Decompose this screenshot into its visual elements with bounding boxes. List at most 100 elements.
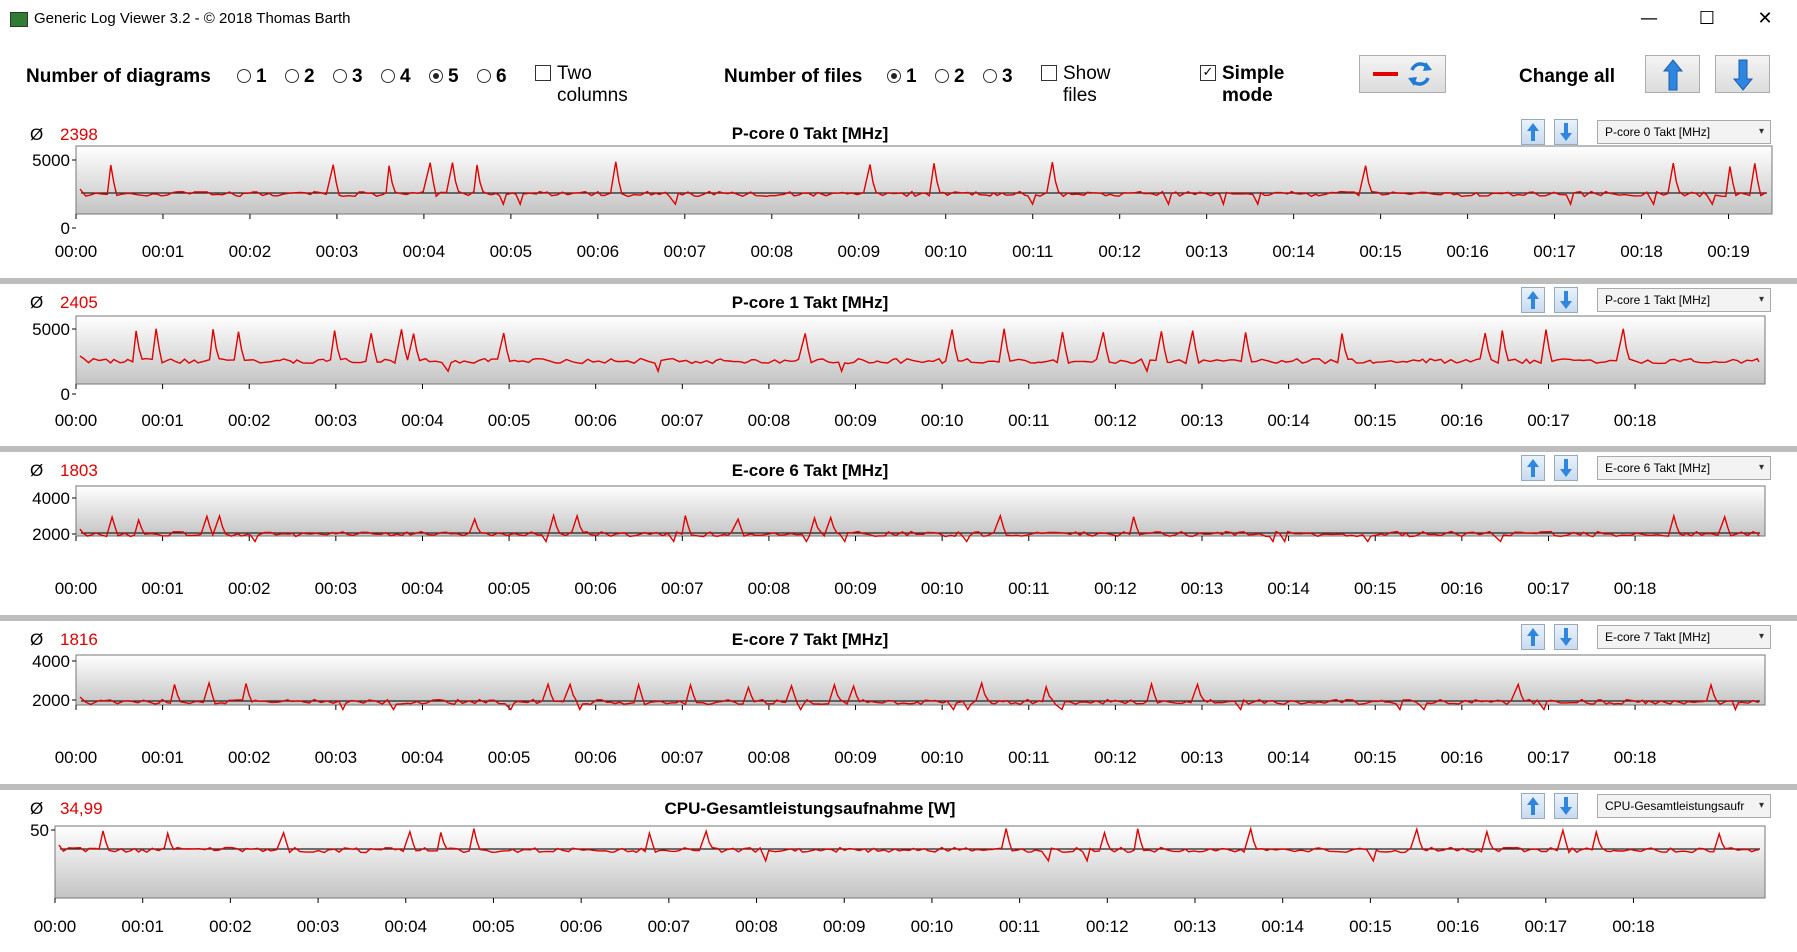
y-tick-label: 50 [30,821,49,840]
x-tick-label: 00:02 [228,579,271,598]
plot-background [75,485,1766,537]
average-symbol: Ø [30,630,44,649]
radio-circle [477,69,491,83]
average-value: 34,99 [60,799,103,818]
checkmark-icon: ✓ [1200,65,1216,81]
arrow-up-icon [1662,59,1684,91]
series-dropdown[interactable]: P-core 0 Takt [MHz] ▾ [1597,120,1771,144]
x-tick-label: 00:00 [55,579,98,598]
panel-down-button[interactable] [1554,119,1578,145]
diagram-panel-3: Ø 1803 E-core 6 Takt [MHz] E-core 6 Takt… [0,452,1797,616]
average-value: 1803 [60,461,98,480]
panel-up-button[interactable] [1521,287,1545,313]
close-button[interactable]: ✕ [1757,8,1773,29]
series-dropdown[interactable]: P-core 1 Takt [MHz] ▾ [1597,288,1771,312]
x-tick-label: 00:02 [229,242,272,261]
x-tick-label: 00:08 [748,579,791,598]
y-tick-label: 2000 [32,691,70,710]
x-tick-label: 00:17 [1527,411,1570,430]
x-tick-label: 00:02 [228,411,271,430]
radio-label: 3 [1002,66,1013,87]
panel-title: CPU-Gesamtleistungsaufnahme [W] [664,799,956,818]
radio-circle-selected [887,69,901,83]
x-tick-label: 00:17 [1524,917,1567,936]
chart-area: 5000 0 00:00 00:01 00:02 00:03 00:04 00:05 00:06… [32,315,1766,430]
x-tick-label: 00:12 [1094,748,1137,767]
radio-circle [935,69,949,83]
chart-area: 5000 0 00:00 00:01 00:02 00:03 00:04 00:05 00:06… [32,145,1773,261]
x-tick-label: 00:08 [748,748,791,767]
x-tick-label: 00:03 [315,411,358,430]
number-of-diagrams-label: Number of diagrams [26,66,211,87]
diagram-panel-5: Ø 34,99 CPU-Gesamtleistungsaufnahme [W] … [0,790,1797,952]
panel-up-button[interactable] [1521,793,1545,819]
radio-label: 4 [400,66,411,87]
move-all-down-button[interactable] [1715,55,1770,93]
average-symbol: Ø [30,799,44,818]
app-icon [10,12,28,27]
panel-down-button[interactable] [1554,793,1578,819]
line-style-refresh-button[interactable] [1359,55,1446,93]
chart-area: 50 00:00 00:01 00:02 00:03 00:04 00:05 00:06 00:… [30,821,1766,936]
change-all-label: Change all [1519,66,1616,87]
x-tick-label: 00:05 [472,917,515,936]
x-tick-label: 00:04 [384,917,427,936]
x-tick-label: 00:01 [141,411,184,430]
panel-down-button[interactable] [1554,455,1578,481]
panel-down-button[interactable] [1554,624,1578,650]
x-tick-label: 00:10 [911,917,954,936]
checkbox-box [1041,65,1057,81]
x-tick-label: 00:06 [574,411,617,430]
x-tick-label: 00:10 [921,748,964,767]
x-tick-label: 00:16 [1441,748,1484,767]
arrow-up-icon [1527,628,1539,646]
x-tick-label: 00:07 [661,579,704,598]
chevron-down-icon: ▾ [1758,462,1764,473]
x-tick-label: 00:06 [574,748,617,767]
x-tick-label: 00:12 [1098,242,1141,261]
panel-separator [0,615,1797,621]
x-tick-label: 00:13 [1181,411,1224,430]
panel-separator [0,446,1797,452]
x-tick-label: 00:10 [924,242,967,261]
arrow-down-icon [1560,628,1572,646]
move-all-up-button[interactable] [1645,55,1700,93]
x-tick-label: 00:15 [1354,411,1397,430]
x-tick-label: 00:15 [1359,242,1402,261]
series-dropdown[interactable]: E-core 7 Takt [MHz] ▾ [1597,625,1771,649]
panel-separator [0,784,1797,790]
x-tick-label: 00:06 [577,242,620,261]
series-dropdown[interactable]: E-core 6 Takt [MHz] ▾ [1597,456,1771,480]
panel-up-button[interactable] [1521,624,1545,650]
x-tick-label: 00:01 [142,242,185,261]
panel-separator [0,278,1797,284]
y-tick-label: 0 [61,385,70,404]
panel-up-button[interactable] [1521,455,1545,481]
x-tick-label: 00:16 [1441,579,1484,598]
y-tick-label: 5000 [32,320,70,339]
data-series-line [58,826,1759,863]
x-tick-label: 00:00 [55,242,98,261]
x-tick-label: 00:07 [661,411,704,430]
x-tick-label: 00:18 [1612,917,1655,936]
series-dropdown[interactable]: CPU-Gesamtleistungsaufr ▾ [1597,794,1771,818]
chevron-down-icon: ▾ [1758,800,1764,811]
arrow-down-icon [1732,59,1754,91]
average-symbol: Ø [30,293,44,312]
panel-up-button[interactable] [1521,119,1545,145]
arrow-up-icon [1527,459,1539,477]
data-series-line [79,680,1760,712]
y-tick-label: 0 [61,219,70,238]
x-tick-label: 00:12 [1094,411,1137,430]
x-tick-label: 00:14 [1261,917,1304,936]
minimize-button[interactable]: — [1640,8,1658,29]
maximize-button[interactable]: ☐ [1698,8,1716,29]
x-tick-label: 00:18 [1614,748,1657,767]
panel-down-button[interactable] [1554,287,1578,313]
x-tick-label: 00:02 [209,917,252,936]
x-tick-label: 00:15 [1354,579,1397,598]
radio-label: 5 [448,66,459,87]
dropdown-value: P-core 1 Takt [MHz] [1605,293,1711,307]
average-value: 1816 [60,630,98,649]
y-tick-label: 4000 [32,489,70,508]
